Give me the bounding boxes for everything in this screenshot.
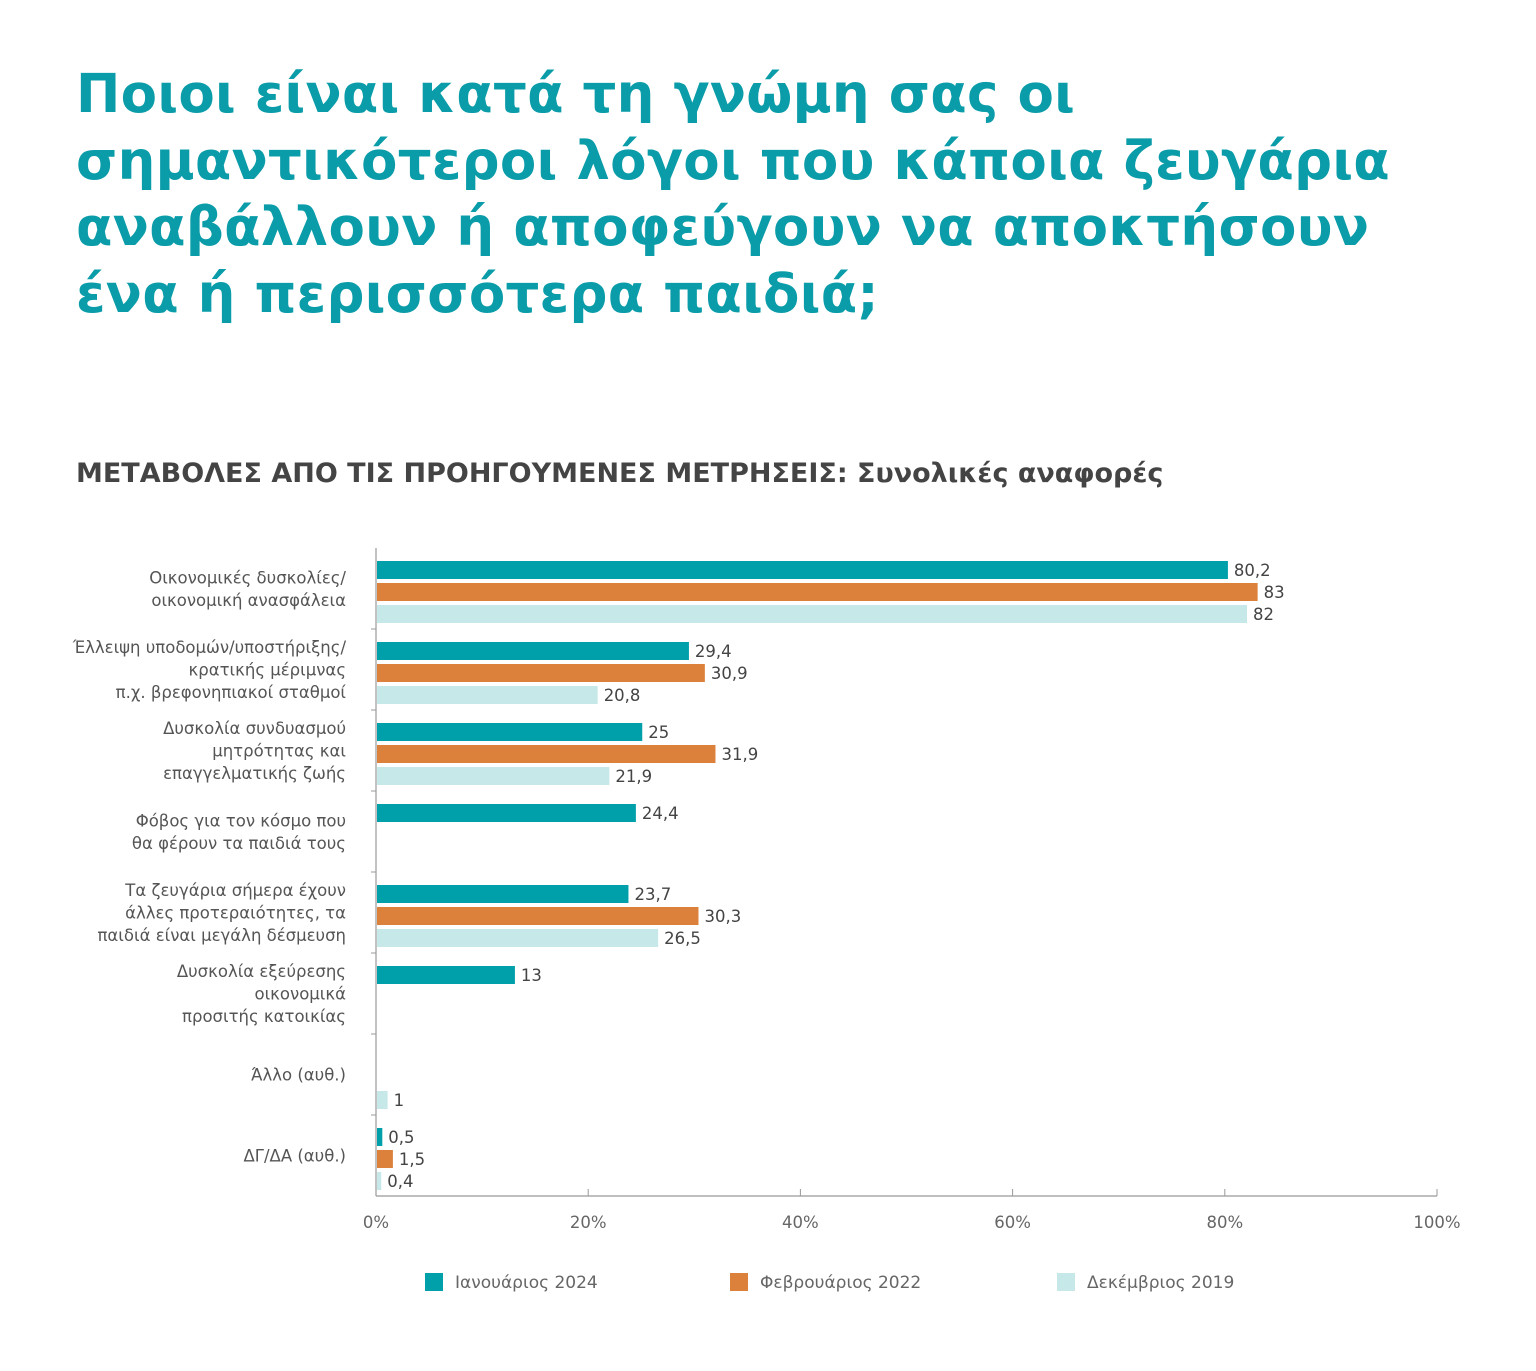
category-label: οικονομικά — [255, 985, 347, 1004]
category-label: Οικονομικές δυσκολίες/ — [149, 568, 346, 587]
bar — [377, 583, 1258, 601]
bar — [377, 686, 598, 704]
category-label: μητρότητας και — [212, 742, 346, 761]
category-label: Δυσκολία συνδυασμού — [163, 719, 346, 738]
data-label: 13 — [521, 966, 542, 985]
bar — [377, 642, 689, 660]
bar — [377, 723, 643, 741]
category-label: Φόβος για τον κόσμο που — [136, 811, 346, 830]
category-label: Άλλο (αυθ.) — [251, 1066, 346, 1085]
data-label: 30,3 — [704, 907, 741, 926]
bar — [377, 929, 659, 947]
legend-label: Φεβρουάριος 2022 — [760, 1273, 921, 1293]
data-label: 26,5 — [664, 929, 701, 948]
category-label: θα φέρουν τα παιδιά τους — [132, 834, 346, 853]
category-label: Έλλειψη υποδομών/υποστήριξης/ — [72, 638, 347, 657]
data-label: 0,4 — [387, 1172, 413, 1191]
category-label: παιδιά είναι μεγάλη δέσμευση — [98, 926, 347, 945]
bar — [377, 1172, 382, 1190]
x-tick-label: 100% — [1413, 1213, 1460, 1232]
bar — [377, 885, 629, 903]
category-label: κρατικής μέριμνας — [189, 661, 346, 680]
legend-label: Ιανουάριος 2024 — [455, 1273, 598, 1293]
bar — [377, 767, 610, 785]
x-tick-label: 0% — [363, 1213, 389, 1232]
page-title: Ποιοι είναι κατά τη γνώμη σας οι σημαντι… — [76, 64, 1391, 325]
bar — [377, 664, 705, 682]
data-label: 83 — [1264, 583, 1285, 602]
x-tick-label: 60% — [994, 1213, 1031, 1232]
x-tick-label: 80% — [1206, 1213, 1243, 1232]
data-label: 21,9 — [615, 767, 652, 786]
bar — [377, 804, 636, 822]
data-label: 25 — [648, 723, 669, 742]
data-label: 1,5 — [399, 1150, 425, 1169]
x-tick-label: 20% — [570, 1213, 607, 1232]
data-label: 20,8 — [604, 686, 641, 705]
bar — [377, 1091, 388, 1109]
bar — [377, 966, 515, 984]
bar — [377, 1128, 383, 1146]
category-label: προσιτής κατοικίας — [182, 1007, 346, 1026]
bar — [377, 745, 716, 763]
legend-swatch — [425, 1273, 443, 1291]
data-label: 30,9 — [711, 664, 748, 683]
legend-label: Δεκέμβριος 2019 — [1087, 1273, 1234, 1293]
data-label: 24,4 — [642, 804, 679, 823]
x-tick-label: 40% — [782, 1213, 819, 1232]
legend-swatch — [730, 1273, 748, 1291]
category-label: Τα ζευγάρια σήμερα έχουν — [124, 881, 346, 900]
bar — [377, 561, 1228, 579]
data-label: 23,7 — [634, 885, 671, 904]
data-label: 0,5 — [388, 1128, 414, 1147]
chart-title: ΜΕΤΑΒΟΛΕΣ ΑΠΟ ΤΙΣ ΠΡΟΗΓΟΥΜΕΝΕΣ ΜΕΤΡΗΣΕΙΣ… — [76, 458, 1164, 489]
category-label: άλλες προτεραιότητες, τα — [125, 904, 346, 923]
category-label: ΔΓ/ΔΑ (αυθ.) — [244, 1147, 347, 1166]
bar — [377, 605, 1248, 623]
legend-swatch — [1057, 1273, 1075, 1291]
data-label: 80,2 — [1234, 561, 1271, 580]
data-label: 29,4 — [695, 642, 732, 661]
data-label: 1 — [394, 1091, 405, 1110]
bar — [377, 907, 699, 925]
category-label: Δυσκολία εξεύρεσης — [177, 962, 346, 981]
bar — [377, 1150, 393, 1168]
category-label: οικονομική ανασφάλεια — [151, 591, 346, 610]
data-label: 82 — [1253, 605, 1274, 624]
category-label: επαγγελματικής ζωής — [163, 764, 346, 783]
data-label: 31,9 — [721, 745, 758, 764]
category-label: π.χ. βρεφονηπιακοί σταθμοί — [116, 683, 347, 702]
